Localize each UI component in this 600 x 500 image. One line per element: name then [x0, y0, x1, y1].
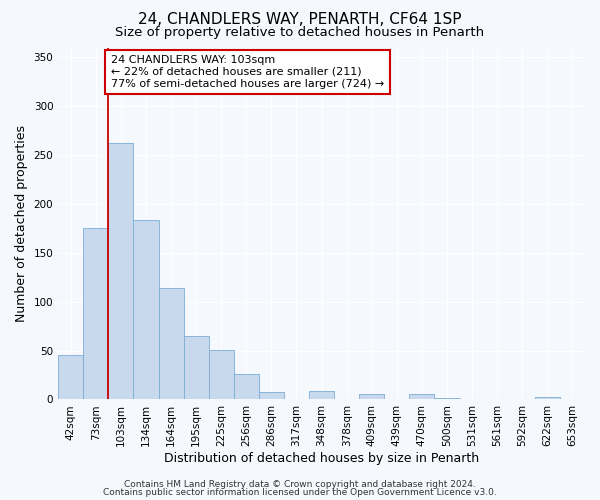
- Y-axis label: Number of detached properties: Number of detached properties: [15, 125, 28, 322]
- Bar: [209, 350, 234, 400]
- X-axis label: Distribution of detached houses by size in Penarth: Distribution of detached houses by size …: [164, 452, 479, 465]
- Bar: [535, 396, 560, 400]
- Bar: [58, 356, 83, 400]
- Text: Contains HM Land Registry data © Crown copyright and database right 2024.: Contains HM Land Registry data © Crown c…: [124, 480, 476, 489]
- Bar: [434, 398, 460, 400]
- Text: 24 CHANDLERS WAY: 103sqm
← 22% of detached houses are smaller (211)
77% of semi-: 24 CHANDLERS WAY: 103sqm ← 22% of detach…: [111, 56, 384, 88]
- Bar: [309, 390, 334, 400]
- Bar: [409, 394, 434, 400]
- Bar: [234, 374, 259, 400]
- Bar: [359, 394, 385, 400]
- Text: Size of property relative to detached houses in Penarth: Size of property relative to detached ho…: [115, 26, 485, 39]
- Bar: [158, 288, 184, 400]
- Bar: [259, 392, 284, 400]
- Text: 24, CHANDLERS WAY, PENARTH, CF64 1SP: 24, CHANDLERS WAY, PENARTH, CF64 1SP: [138, 12, 462, 28]
- Bar: [184, 336, 209, 400]
- Bar: [83, 228, 109, 400]
- Text: Contains public sector information licensed under the Open Government Licence v3: Contains public sector information licen…: [103, 488, 497, 497]
- Bar: [109, 144, 133, 400]
- Bar: [133, 220, 158, 400]
